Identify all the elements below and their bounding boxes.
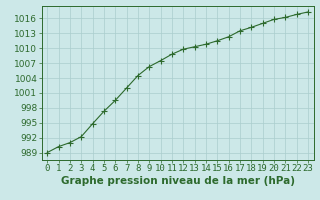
X-axis label: Graphe pression niveau de la mer (hPa): Graphe pression niveau de la mer (hPa) — [60, 176, 295, 186]
